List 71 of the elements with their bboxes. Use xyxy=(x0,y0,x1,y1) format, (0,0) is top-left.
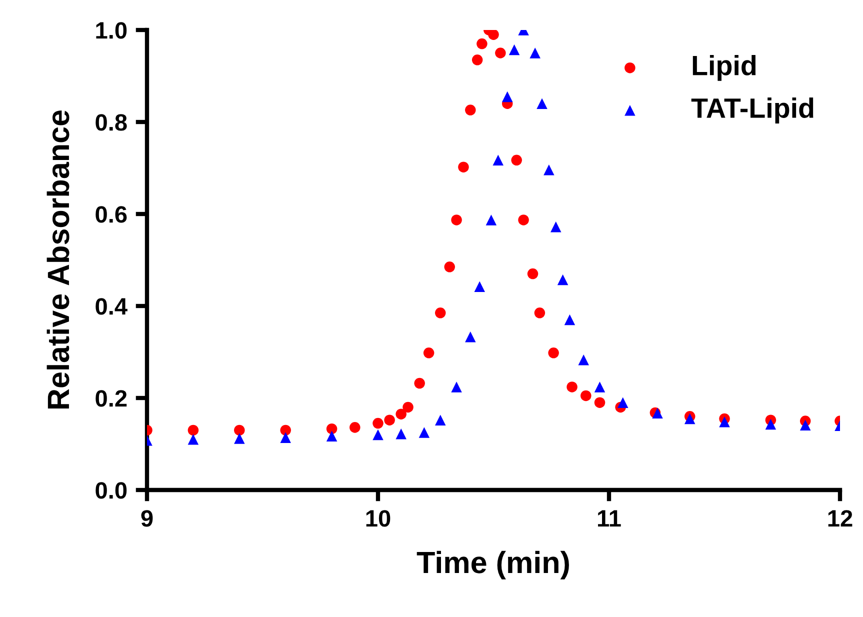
point xyxy=(488,30,499,40)
point xyxy=(434,414,446,426)
y-tick-label: 0.8 xyxy=(96,114,127,131)
point xyxy=(548,348,559,358)
point xyxy=(564,314,576,326)
point xyxy=(502,91,513,102)
point xyxy=(188,424,199,436)
point xyxy=(326,430,338,442)
y-tick-label: 0.4 xyxy=(96,298,128,315)
point xyxy=(594,397,606,408)
point xyxy=(652,408,663,419)
point xyxy=(719,416,730,428)
point xyxy=(684,413,696,424)
x-tick-label: 9 xyxy=(141,510,153,527)
point xyxy=(800,420,811,431)
point xyxy=(508,44,520,56)
point xyxy=(594,382,606,392)
point xyxy=(188,434,199,445)
point xyxy=(418,427,430,438)
point xyxy=(765,418,776,430)
point xyxy=(530,48,540,58)
point xyxy=(396,428,406,440)
point xyxy=(511,154,522,166)
point xyxy=(350,422,360,433)
point xyxy=(578,354,589,366)
point xyxy=(372,418,384,429)
point xyxy=(557,274,568,286)
point xyxy=(372,429,384,440)
point xyxy=(476,38,488,50)
point xyxy=(423,348,434,358)
y-tick-label: 0.6 xyxy=(96,206,127,223)
point xyxy=(617,397,628,408)
point xyxy=(474,281,486,292)
point xyxy=(434,308,446,318)
y-tick-label: 1.0 xyxy=(96,22,127,39)
point xyxy=(580,390,592,402)
point xyxy=(326,423,338,434)
x-tick-label: 11 xyxy=(598,510,621,527)
x-axis-title: Time (min) xyxy=(416,550,569,580)
point xyxy=(384,414,395,426)
x-tick-label: 12 xyxy=(828,510,852,527)
point xyxy=(518,214,529,226)
point xyxy=(280,424,291,436)
legend-label: TAT-Lipid xyxy=(691,98,814,124)
point xyxy=(234,433,245,444)
point xyxy=(414,378,425,389)
point xyxy=(536,98,548,109)
y-tick-label: 0.0 xyxy=(96,482,127,499)
point xyxy=(451,382,462,392)
point xyxy=(472,54,483,66)
point xyxy=(444,262,455,272)
point xyxy=(566,382,578,392)
y-tick-label: 0.2 xyxy=(96,390,127,407)
point xyxy=(534,308,546,318)
point xyxy=(495,48,506,58)
y-axis-title: Relative Absorbance xyxy=(46,110,70,409)
point xyxy=(465,104,476,116)
point xyxy=(492,154,504,166)
point xyxy=(280,432,291,443)
point xyxy=(234,424,245,436)
point xyxy=(550,222,562,232)
legend-label: Lipid xyxy=(692,55,756,81)
point xyxy=(527,268,538,280)
point xyxy=(544,164,554,176)
point xyxy=(458,162,469,172)
point xyxy=(465,331,476,342)
point xyxy=(396,408,406,420)
point xyxy=(402,402,414,413)
point xyxy=(486,214,497,226)
point xyxy=(451,214,462,226)
x-tick-label: 10 xyxy=(366,510,390,527)
